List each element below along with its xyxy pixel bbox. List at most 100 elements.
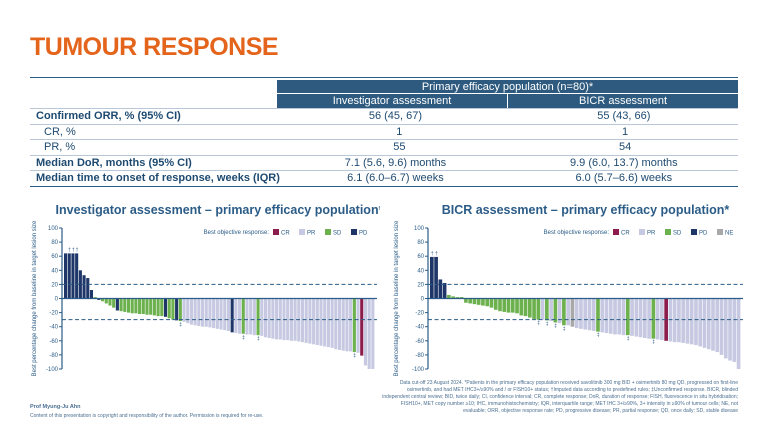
investigator-value: 6.1 (6.0–6.7) weeks <box>347 172 444 184</box>
bar-annotation: ‡ <box>546 321 549 327</box>
bar-pd <box>86 278 90 299</box>
bar-sd <box>502 298 507 312</box>
bar-annotation: † <box>431 251 434 257</box>
bar-annotation: † <box>435 251 438 257</box>
bar-pr <box>617 298 622 335</box>
bar-sd <box>134 298 138 314</box>
bicr-waterfall-chart: BICR assessment – primary efficacy popul… <box>394 203 743 376</box>
bar-sd <box>481 298 485 306</box>
bar-pr <box>293 298 297 341</box>
y-tick-label: 60 <box>51 254 58 260</box>
bar-annotation: ‡ <box>597 333 600 339</box>
bar-sd <box>476 298 481 305</box>
bar-sd <box>93 297 97 299</box>
legend-label-sd: SD <box>333 231 342 237</box>
table-row: CR, % 1 1 <box>30 123 738 140</box>
bicr-value: 9.9 (6.0, 13.7) months <box>570 156 678 169</box>
bar-pr <box>694 298 698 346</box>
bar-sd <box>352 298 356 353</box>
col-header-bicr: BICR assessment <box>508 94 738 108</box>
row-label: PR, % <box>44 141 76 153</box>
y-tick-label: 100 <box>414 226 425 232</box>
y-tick-label: -40 <box>415 325 424 331</box>
bar-pr <box>549 298 553 322</box>
bar-pr <box>304 298 308 343</box>
legend-swatch-sd <box>325 229 331 235</box>
bar-sd <box>506 298 511 313</box>
investigator-value: 55 <box>393 141 406 153</box>
bar-pd <box>64 253 68 299</box>
bar-pr <box>326 298 330 348</box>
bar-pr <box>557 298 562 324</box>
legend-title: Best objective response: <box>204 230 270 236</box>
bar-pd <box>230 298 234 333</box>
bar-sd <box>152 298 156 316</box>
bar-annotation: ‡ <box>652 340 655 346</box>
bar-pr <box>267 298 271 338</box>
bar-annotation: ‡ <box>554 323 557 329</box>
bar-pr <box>685 298 690 344</box>
legend-swatch-cr <box>613 229 619 235</box>
legend-swatch-pd <box>351 229 357 235</box>
bar-pr <box>723 298 728 359</box>
bar-pr <box>719 298 724 355</box>
legend-swatch-pr <box>639 229 645 235</box>
bar-sd <box>464 298 468 303</box>
y-tick-label: 40 <box>51 268 58 274</box>
y-tick-label: 0 <box>421 297 425 303</box>
y-tick-label: -20 <box>415 311 424 317</box>
bar-pr <box>591 298 596 331</box>
bar-pr <box>234 298 238 334</box>
bar-pr <box>702 298 707 348</box>
bar-annotation: † <box>68 247 71 253</box>
bar-pr <box>655 298 660 340</box>
bar-pr <box>608 298 613 334</box>
bicr-value: 1 <box>622 125 629 138</box>
bar-sd <box>527 298 532 318</box>
legend-swatch-ne <box>717 229 723 235</box>
bar-sd <box>489 298 494 308</box>
bar-cr <box>360 298 364 356</box>
y-tick-label: 40 <box>417 268 424 274</box>
bar-pr <box>728 298 732 361</box>
bicr-value: 54 <box>618 141 632 153</box>
bar-pr <box>208 298 212 328</box>
y-axis-label: Best percentage change from baseline in … <box>394 220 400 376</box>
bar-sd <box>112 298 116 308</box>
table-row: Median DoR, months (95% CI) 7.1 (5.6, 9.6… <box>30 154 738 171</box>
y-tick-label: -80 <box>49 353 58 359</box>
bar-pd <box>82 275 86 299</box>
bar-sd <box>141 298 145 315</box>
investigator-value: 56 (45, 67) <box>368 110 423 122</box>
bar-sd <box>156 298 160 317</box>
row-label: CR, % <box>44 125 76 138</box>
bar-pr <box>681 298 686 343</box>
bar-pr <box>363 298 367 366</box>
bar-sd <box>241 298 245 334</box>
bar-pr <box>540 298 545 320</box>
table-row: Median time to onset of response, weeks … <box>30 170 738 186</box>
bar-pd <box>175 298 179 321</box>
bar-annotation: ‡ <box>242 335 245 341</box>
legend-swatch-cr <box>273 229 279 235</box>
bar-pr <box>278 298 282 340</box>
y-tick-label: -60 <box>49 339 58 345</box>
legend-swatch-pd <box>691 229 697 235</box>
bar-pr <box>323 298 327 347</box>
bar-sd <box>472 298 477 305</box>
bar-sd <box>171 298 175 320</box>
bar-sd <box>651 298 656 339</box>
y-tick-label: -20 <box>49 311 58 317</box>
bar-pd <box>430 256 434 299</box>
bar-sd <box>545 298 549 321</box>
bar-pr <box>689 298 694 345</box>
bar-pr <box>182 298 186 322</box>
bar-pr <box>583 298 588 330</box>
y-tick-label: 20 <box>417 282 424 288</box>
bar-pr <box>643 298 647 338</box>
y-tick-label: 20 <box>51 282 58 288</box>
bar-pr <box>736 298 741 369</box>
bar-pd <box>89 290 94 299</box>
bar-pr <box>312 298 316 345</box>
bar-sd <box>498 298 502 312</box>
